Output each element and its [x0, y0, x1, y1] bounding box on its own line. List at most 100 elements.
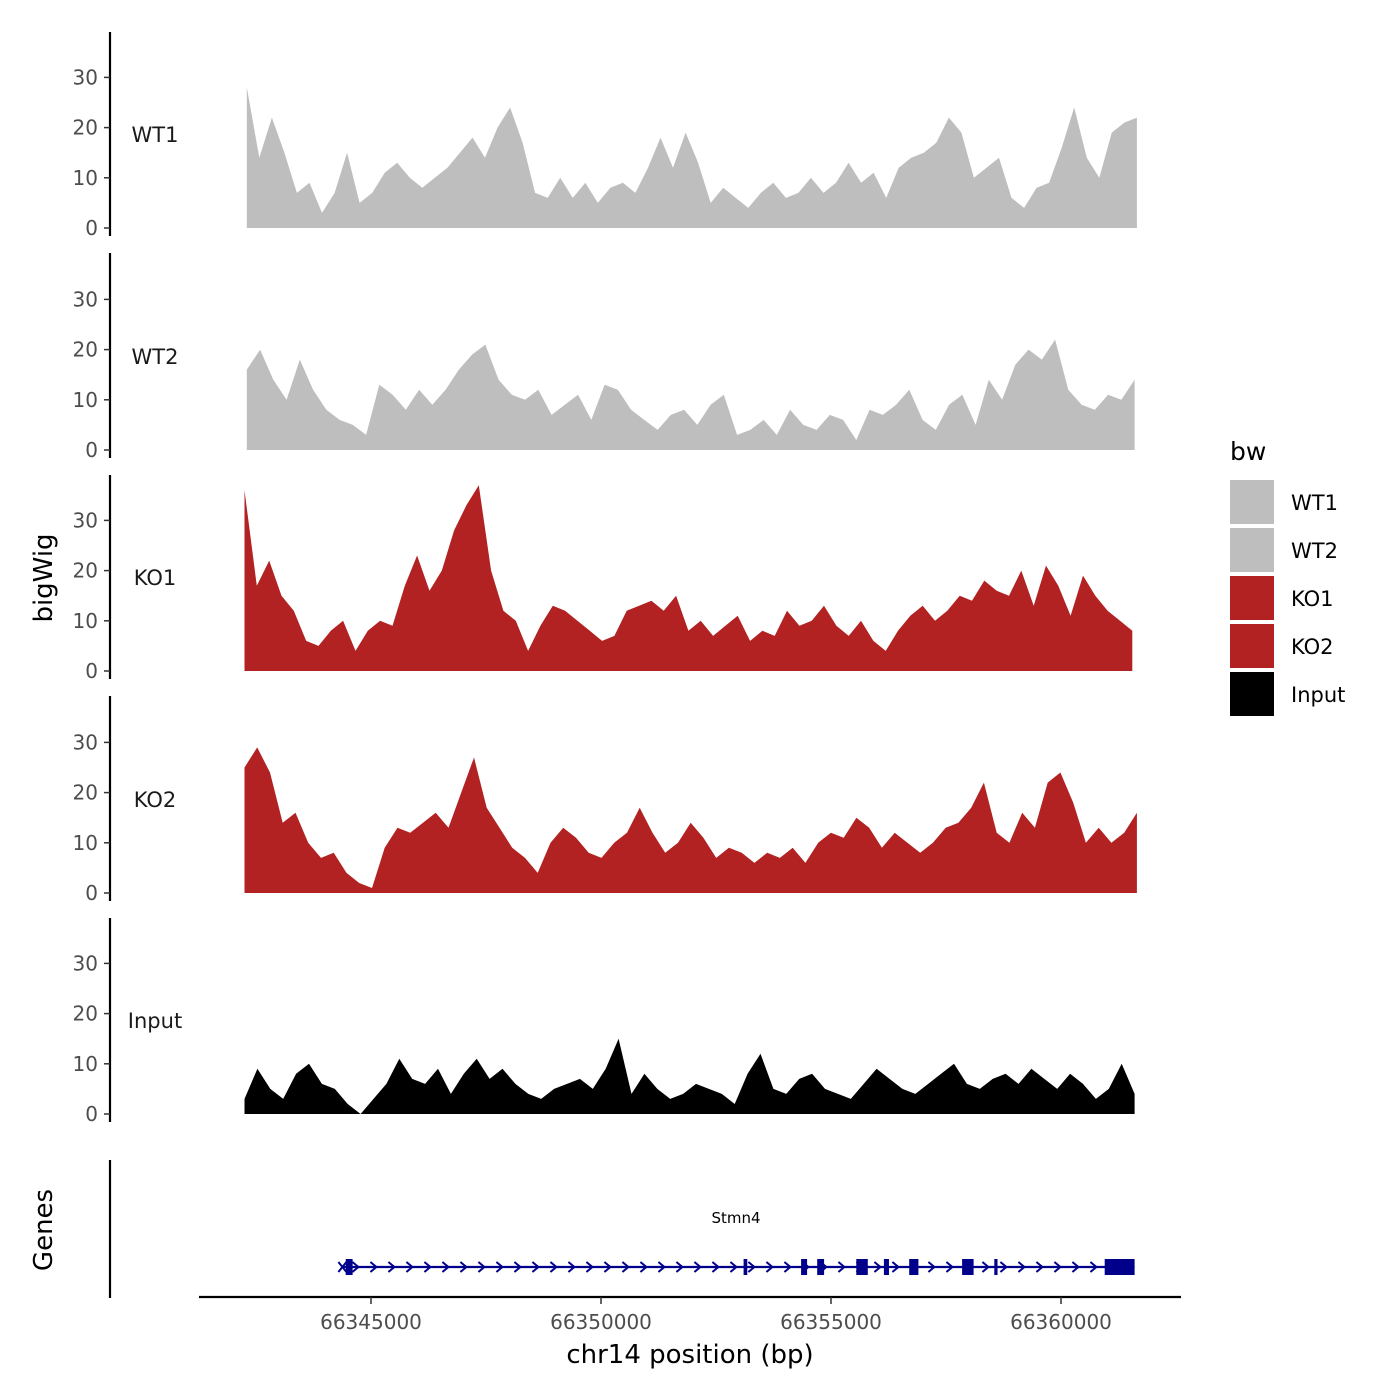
signal-area-wt2: [246, 339, 1135, 450]
track-label: Input: [128, 1009, 182, 1033]
gene-track-title: Genes: [29, 1189, 59, 1271]
strand-arrow: [837, 1261, 846, 1273]
exon: [994, 1259, 998, 1275]
exon: [801, 1259, 808, 1275]
strand-arrow: [729, 1261, 738, 1273]
x-tick-label: 66350000: [550, 1310, 652, 1334]
track-label: KO1: [134, 566, 177, 590]
strand-arrow: [495, 1261, 504, 1273]
signal-area-ko2: [244, 747, 1137, 893]
y-tick-label: 30: [73, 508, 98, 532]
strand-arrow: [441, 1261, 450, 1273]
signal-area-input: [244, 1038, 1135, 1114]
gene-name: Stmn4: [711, 1209, 760, 1227]
legend: bw WT1 WT2 KO1 KO2 Input: [1230, 437, 1345, 716]
x-axis-title: chr14 position (bp): [566, 1340, 813, 1370]
y-tick-label: 0: [85, 438, 98, 462]
strand-arrow: [747, 1261, 756, 1273]
strand-arrow: [477, 1261, 486, 1273]
y-tick-label: 10: [73, 1052, 98, 1076]
y-tick-label: 30: [73, 287, 98, 311]
strand-arrow: [369, 1261, 378, 1273]
gene-start-marker: [337, 1261, 348, 1273]
legend-key-wt1: [1230, 480, 1274, 524]
legend-label: Input: [1291, 683, 1345, 707]
strand-arrow: [1053, 1261, 1062, 1273]
legend-title: bw: [1230, 437, 1266, 466]
y-tick-label: 20: [73, 116, 98, 140]
strand-arrow: [693, 1261, 702, 1273]
y-tick-label: 10: [73, 166, 98, 190]
x-tick-label: 66345000: [320, 1310, 422, 1334]
strand-arrow: [585, 1261, 594, 1273]
strand-arrow: [873, 1261, 882, 1273]
legend-label: WT2: [1291, 539, 1338, 563]
y-tick-label: 0: [85, 881, 98, 905]
track-wt1: 0 10 20 30 WT1: [73, 32, 1137, 240]
track-label: KO2: [134, 788, 177, 812]
strand-arrow: [1071, 1261, 1080, 1273]
gene-track: Stmn4: [108, 1160, 1135, 1298]
strand-arrow: [531, 1261, 540, 1273]
legend-key-input: [1230, 672, 1274, 716]
x-tick-label: 66360000: [1010, 1310, 1112, 1334]
x-tick-label: 66355000: [780, 1310, 882, 1334]
y-tick-label: 10: [73, 609, 98, 633]
exon: [856, 1259, 868, 1275]
track-label: WT2: [132, 345, 179, 369]
strand-arrow: [927, 1261, 936, 1273]
track-ko1: 0 10 20 30 KO1: [73, 475, 1133, 683]
y-tick-label: 0: [85, 216, 98, 240]
y-tick-label: 10: [73, 388, 98, 412]
y-tick-label: 0: [85, 1102, 98, 1126]
legend-key-wt2: [1230, 528, 1274, 572]
track-ko2: 0 10 20 30 KO2: [73, 696, 1137, 905]
track-input: 0 10 20 30 Input: [73, 918, 1135, 1126]
strand-arrow: [351, 1261, 360, 1273]
x-axis: 66345000 66350000 66355000 66360000: [199, 1295, 1181, 1334]
exon: [909, 1259, 919, 1275]
strand-arrow: [783, 1261, 792, 1273]
track-label: WT1: [132, 123, 179, 147]
exon: [1104, 1259, 1135, 1275]
exon: [962, 1259, 974, 1275]
strand-arrow: [549, 1261, 558, 1273]
track-wt2: 0 10 20 30 WT2: [73, 253, 1135, 462]
legend-label: KO1: [1291, 587, 1334, 611]
y-axis-title: bigWig: [29, 533, 59, 622]
strand-arrow: [1017, 1261, 1026, 1273]
strand-arrow: [639, 1261, 648, 1273]
legend-label: KO2: [1291, 635, 1334, 659]
y-tick-label: 10: [73, 831, 98, 855]
exon: [817, 1259, 825, 1275]
strand-arrow: [387, 1261, 396, 1273]
exon: [883, 1259, 889, 1275]
y-tick-label: 20: [73, 559, 98, 583]
strand-arrow: [891, 1261, 900, 1273]
strand-arrow: [657, 1261, 666, 1273]
y-tick-label: 20: [73, 1002, 98, 1026]
exon: [345, 1259, 353, 1275]
legend-key-ko1: [1230, 576, 1274, 620]
y-tick-label: 30: [73, 65, 98, 89]
strand-arrow: [765, 1261, 774, 1273]
exon: [743, 1259, 748, 1275]
strand-arrow: [711, 1261, 720, 1273]
legend-key-ko2: [1230, 624, 1274, 668]
strand-arrow: [405, 1261, 414, 1273]
signal-tracks: 0 10 20 30 WT1 0 10 20 30 WT2 0 10 20 30 KO1 0 10 20 30 KO2…: [73, 32, 1137, 1126]
strand-arrow: [459, 1261, 468, 1273]
y-tick-label: 0: [85, 659, 98, 683]
strand-arrow: [567, 1261, 576, 1273]
strand-arrow: [675, 1261, 684, 1273]
strand-arrow: [999, 1261, 1008, 1273]
y-tick-label: 30: [73, 730, 98, 754]
strand-arrow: [423, 1261, 432, 1273]
strand-arrow: [513, 1261, 522, 1273]
strand-arrow: [603, 1261, 612, 1273]
strand-arrow: [945, 1261, 954, 1273]
strand-arrow: [621, 1261, 630, 1273]
legend-label: WT1: [1291, 491, 1338, 515]
y-tick-label: 20: [73, 338, 98, 362]
